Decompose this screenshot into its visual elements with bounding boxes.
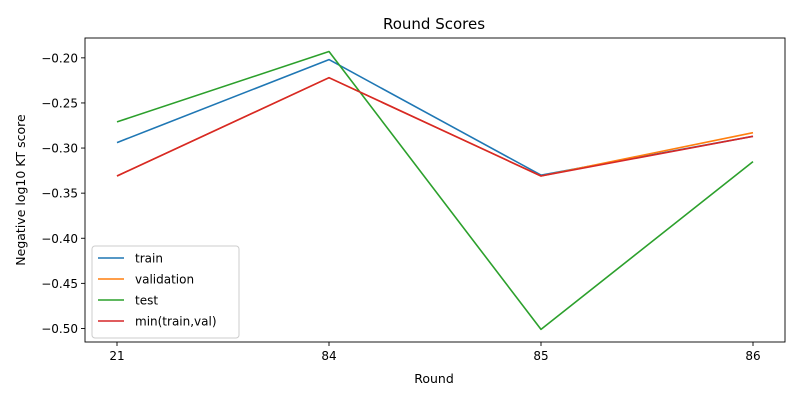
chart-title: Round Scores (383, 15, 485, 33)
legend-label-test: test (135, 294, 158, 308)
y-axis-label: Negative log10 KT score (13, 114, 28, 266)
series-line-test (116, 50, 754, 331)
y-tick-label-5: −0.25 (41, 96, 78, 110)
y-tick-label-2: −0.40 (41, 232, 78, 246)
series-line-min-train-val (116, 76, 754, 177)
series-line-train (116, 58, 754, 176)
legend-label-min-train-val: min(train,val) (135, 315, 217, 329)
x-tick-label-21: 21 (109, 349, 124, 363)
legend-box (91, 245, 240, 339)
axes-frame (84, 37, 786, 343)
legend-label-train: train (135, 252, 163, 266)
y-tick-label-1: −0.45 (41, 277, 78, 291)
x-tick-label-85: 85 (533, 349, 548, 363)
y-tick-label-6: −0.20 (41, 51, 78, 65)
x-axis-label: Round (414, 371, 454, 386)
x-tick-label-86: 86 (745, 349, 760, 363)
plot-area: 21 84 85 86 −0.50 −0.45 −0.40 −0.35 −0.30 −0.25 −0… (41, 37, 786, 363)
y-tick-label-0: −0.50 (41, 322, 78, 336)
y-tick-label-4: −0.30 (41, 142, 78, 156)
x-tick-label-84: 84 (321, 349, 336, 363)
y-tick-label-3: −0.35 (41, 187, 78, 201)
legend-label-validation: validation (135, 273, 194, 287)
